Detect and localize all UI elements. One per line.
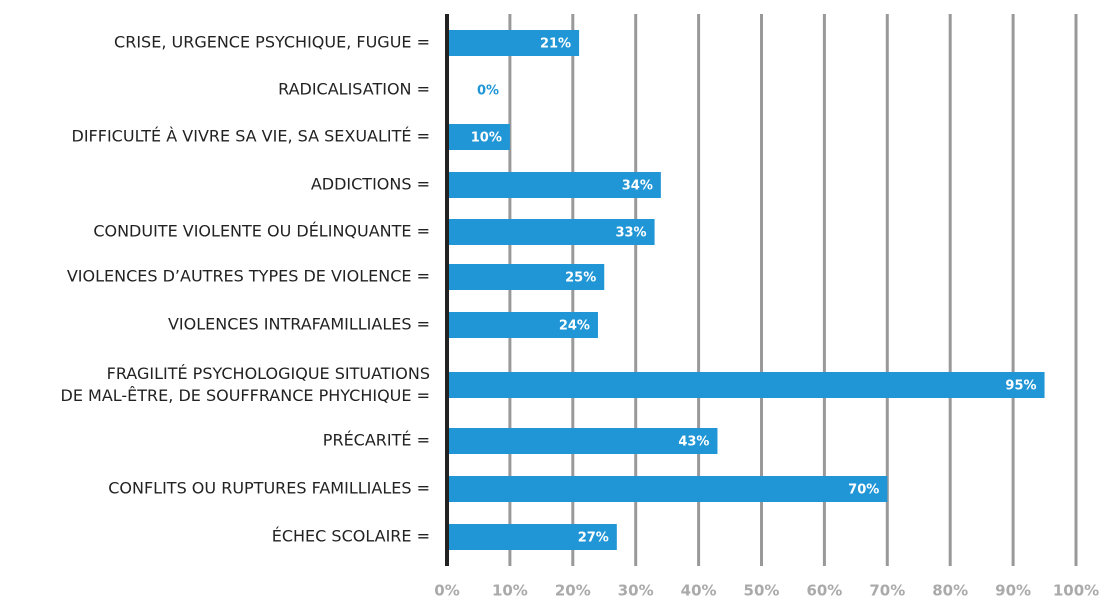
bar <box>447 428 718 454</box>
category-label: FRAGILITÉ PSYCHOLOGIQUE SITUATIONS DE MAL… <box>61 364 431 405</box>
category-label: DIFFICULTÉ À VIVRE SA VIE, SA SEXUALITÉ … <box>72 127 430 146</box>
value-label: 24% <box>559 319 590 334</box>
value-label: 34% <box>622 179 653 194</box>
x-tick-label: 80% <box>932 582 968 600</box>
category-label-line: FRAGILITÉ PSYCHOLOGIQUE SITUATIONS <box>107 364 430 383</box>
x-tick-label: 60% <box>806 582 842 600</box>
value-label: 27% <box>578 531 609 546</box>
value-label: 95% <box>1005 379 1036 394</box>
bar <box>447 219 655 245</box>
category-label: ADDICTIONS = <box>311 175 430 194</box>
value-label: 21% <box>540 37 571 52</box>
x-tick-label: 20% <box>555 582 591 600</box>
bar <box>447 524 617 550</box>
category-label: CONFLITS OU RUPTURES FAMILLIALES = <box>108 479 430 498</box>
bar <box>447 372 1045 398</box>
bar <box>447 312 598 338</box>
x-tick-label: 10% <box>492 582 528 600</box>
x-tick-label: 30% <box>618 582 654 600</box>
category-label: PRÉCARITÉ = <box>323 431 430 450</box>
value-label: 70% <box>848 483 879 498</box>
value-label: 10% <box>471 131 502 146</box>
value-label: 33% <box>615 226 646 241</box>
x-tick-label: 70% <box>869 582 905 600</box>
x-tick-label: 0% <box>434 582 459 600</box>
value-label: 25% <box>565 271 596 286</box>
x-tick-label: 90% <box>995 582 1031 600</box>
category-label: VIOLENCES D’AUTRES TYPES DE VIOLENCE = <box>67 267 430 286</box>
bar <box>447 264 605 290</box>
x-tick-label: 40% <box>681 582 717 600</box>
category-label: CRISE, URGENCE PSYCHIQUE, FUGUE = <box>114 33 430 52</box>
bar <box>447 172 661 198</box>
category-label-line: DE MAL-ÊTRE, DE SOUFFRANCE PHYCHIQUE = <box>61 386 431 405</box>
x-tick-label: 50% <box>744 582 780 600</box>
value-label: 0% <box>477 84 499 99</box>
category-label: VIOLENCES INTRAFAMILLIALES = <box>168 315 430 334</box>
bar <box>447 476 888 502</box>
x-tick-label: 100% <box>1053 582 1099 600</box>
category-label: RADICALISATION = <box>278 80 430 99</box>
category-label: CONDUITE VIOLENTE OU DÉLINQUANTE = <box>93 222 430 241</box>
bar <box>447 124 510 150</box>
category-label: ÉCHEC SCOLAIRE = <box>272 527 430 546</box>
bar <box>447 30 580 56</box>
value-label: 43% <box>678 435 709 450</box>
